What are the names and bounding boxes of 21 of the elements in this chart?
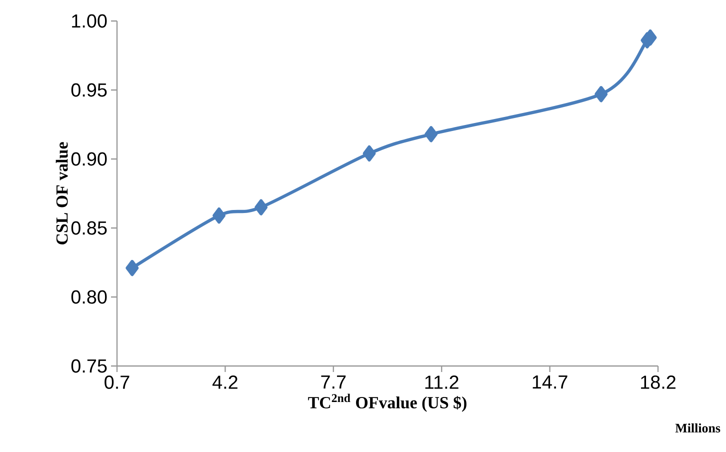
x-tick-label: 18.2 — [641, 376, 676, 389]
point — [594, 86, 608, 102]
x-tick-label: 7.7 — [321, 376, 346, 389]
y-tick-label: 1.00 — [72, 14, 107, 28]
y-tick-label: 0.95 — [71, 83, 107, 97]
y-tick-label: 0.75 — [71, 359, 107, 373]
y-axis-title: CSL OF value — [56, 142, 68, 244]
point — [362, 145, 376, 162]
x-axis-title: TC$^{2nd}$ OFvalue (US $) — [308, 394, 466, 412]
text: Millions — [675, 423, 720, 432]
y-tick-label: 0.85 — [71, 221, 107, 235]
x-tick-label: 11.2 — [425, 376, 458, 389]
point — [254, 199, 268, 216]
x-tick-label: 14.7 — [532, 376, 568, 389]
y-tick-label: 0.90 — [71, 152, 107, 166]
x-tick-label: 4.2 — [212, 376, 238, 389]
y-tick-label: 0.80 — [71, 290, 107, 304]
point — [424, 126, 438, 142]
x-tick-label: 0.7 — [104, 376, 130, 389]
point — [126, 260, 139, 276]
point — [212, 207, 226, 224]
